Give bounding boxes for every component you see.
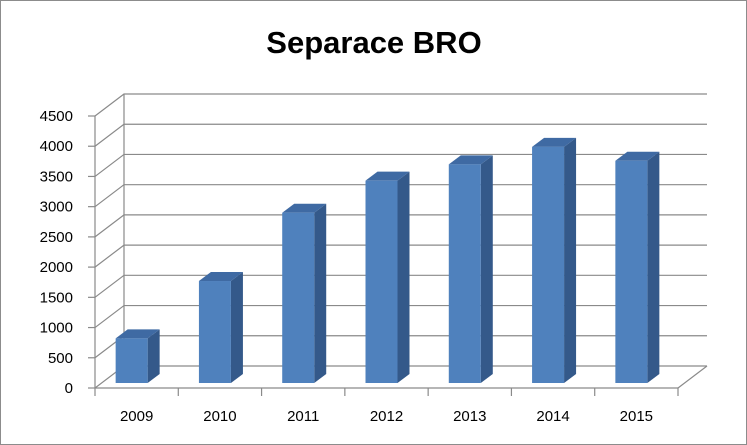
y-tick-label: 4500 (40, 108, 73, 125)
y-tick-label: 0 (65, 380, 73, 397)
bar (448, 164, 481, 383)
bar-2010 (198, 272, 243, 383)
bar (532, 146, 565, 383)
x-tick-label: 2009 (120, 408, 153, 425)
x-axis-tick-labels: 2009 2010 2011 2012 2013 2014 2015 (120, 408, 653, 425)
bar (198, 281, 231, 383)
gridline (94, 123, 707, 147)
bar-top (198, 272, 243, 282)
x-tick-label: 2012 (370, 408, 403, 425)
bar-side (647, 151, 660, 383)
floor-right-edge (677, 365, 708, 389)
bar-side (480, 155, 493, 383)
y-tick-label: 2000 (40, 259, 73, 276)
x-tick-label: 2013 (453, 408, 486, 425)
bar-top (282, 203, 327, 213)
x-tick-label: 2014 (536, 408, 569, 425)
y-tick-label: 2500 (40, 229, 73, 246)
y-tick-label: 3500 (40, 168, 73, 185)
y-tick-label: 1000 (40, 320, 73, 337)
y-tick-label: 500 (48, 350, 73, 367)
bar-2009 (115, 329, 160, 383)
bar-2011 (282, 203, 327, 383)
bar-top (448, 155, 493, 165)
bar-top (532, 137, 577, 147)
y-tick-label: 4000 (40, 138, 73, 155)
axes (88, 94, 708, 396)
bar-top (365, 171, 410, 181)
bar-side (564, 137, 577, 383)
bar-side (397, 171, 410, 383)
bar-top (115, 329, 160, 339)
bar (615, 160, 648, 383)
gridline (94, 93, 707, 117)
y-axis-tick-labels: 0 500 1000 1500 2000 2500 3000 3500 4000 4500 (40, 108, 73, 397)
bar-side (230, 272, 243, 383)
bar-2014 (532, 137, 577, 383)
bar-side (147, 329, 160, 383)
bar-2015 (615, 151, 660, 383)
bar (115, 338, 148, 383)
bar (365, 180, 398, 383)
bars (115, 137, 660, 383)
chart-title: Separace BRO (266, 25, 481, 60)
y-tick-label: 3000 (40, 199, 73, 216)
bar-side (314, 203, 327, 383)
bar (282, 212, 315, 383)
x-tick-label: 2015 (620, 408, 653, 425)
bar-2012 (365, 171, 410, 383)
bar-top (615, 151, 660, 161)
y-tick-label: 1500 (40, 289, 73, 306)
bar-2013 (448, 155, 493, 383)
x-tick-label: 2011 (287, 408, 319, 425)
x-tick-label: 2010 (203, 408, 236, 425)
